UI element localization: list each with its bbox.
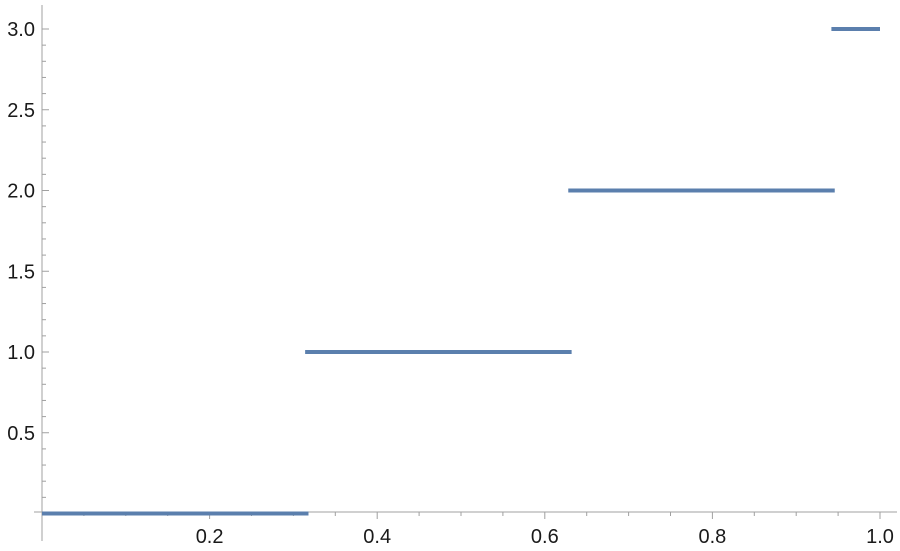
y-tick-label: 0.5 xyxy=(7,423,35,445)
x-tick-label: 0.2 xyxy=(196,526,224,548)
tick-labels: 0.2 0.4 0.6 0.8 1.0 0.5 1.0 1.5 2.0 2.5 3.0 xyxy=(7,19,894,548)
x-tick-label: 0.4 xyxy=(363,526,391,548)
axes xyxy=(34,5,897,541)
y-tick-label: 2.0 xyxy=(7,181,35,203)
x-tick-label: 1.0 xyxy=(866,526,894,548)
y-tick-label: 2.5 xyxy=(7,100,35,122)
x-tick-label: 0.6 xyxy=(531,526,559,548)
plot-marks xyxy=(42,27,880,516)
x-tick-label: 0.8 xyxy=(698,526,726,548)
y-tick-label: 3.0 xyxy=(7,19,35,41)
y-tick-label: 1.0 xyxy=(7,342,35,364)
ticks xyxy=(42,28,881,519)
y-tick-label: 1.5 xyxy=(7,261,35,283)
